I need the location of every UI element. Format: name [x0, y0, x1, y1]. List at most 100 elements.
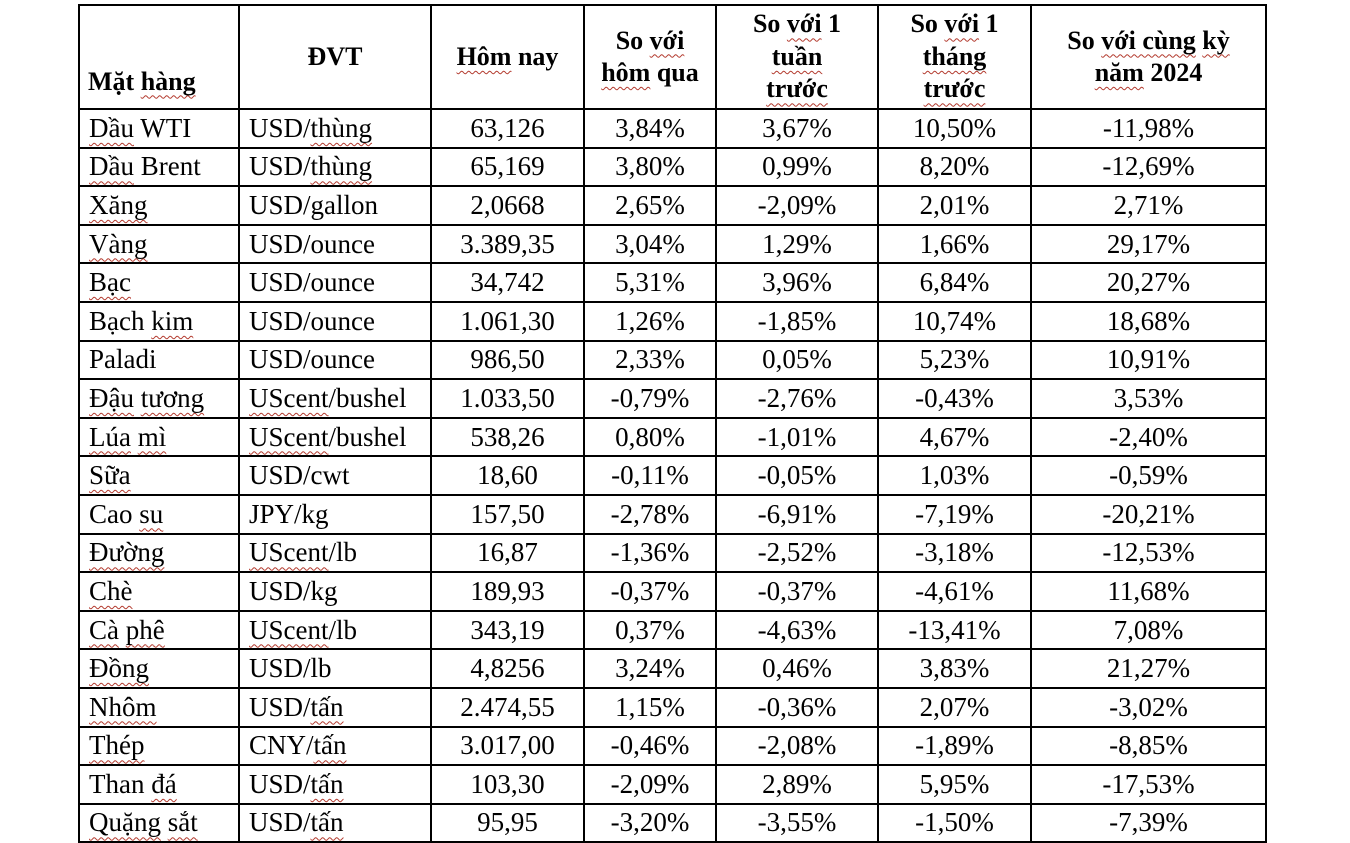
vs-2024-cell: 21,27%: [1030, 648, 1267, 689]
vs-month-cell: 8,20%: [877, 146, 1032, 188]
vs-2024-cell: 20,27%: [1030, 262, 1267, 303]
text-segment: USD/ounce: [249, 305, 375, 336]
spellcheck-flagged-text: trước: [766, 74, 828, 104]
spellcheck-flagged-text: tương: [140, 382, 205, 413]
today-cell: 18,60: [430, 455, 585, 496]
vs-month-cell: -4,61%: [877, 571, 1032, 612]
spellcheck-flagged-text: Nhôm: [89, 691, 157, 722]
vs-2024-cell: -8,85%: [1030, 725, 1267, 767]
unit-cell: USD/tấn: [238, 686, 432, 728]
text-segment: Paladi: [89, 344, 157, 375]
spellcheck-flagged-text: Thép: [89, 730, 145, 761]
vs-2024-cell: -3,02%: [1030, 686, 1267, 728]
commodity-name-cell: Đường: [78, 532, 240, 574]
vs-yesterday-cell: -1,36%: [583, 532, 717, 574]
today-cell: 343,19: [430, 609, 585, 651]
today-cell: 189,93: [430, 571, 585, 612]
vs-week-cell: 1,29%: [715, 223, 879, 265]
vs-2024-cell: 3,53%: [1030, 378, 1267, 419]
text-segment: Mặt: [88, 66, 141, 96]
column-header-vs-yesterday: So với hôm qua: [583, 4, 717, 110]
table-row: Bạch kim USD/ounce 1.061,30 1,26% -1,85% 10,7…: [78, 300, 1267, 342]
unit-cell: USD/tấn: [238, 802, 432, 843]
commodity-name-cell: Cà phê: [78, 609, 240, 651]
unit-cell: USD/lb: [238, 648, 432, 689]
today-cell: 65,169: [430, 146, 585, 188]
spellcheck-flagged-text: sắt: [167, 807, 198, 838]
text-segment: Brent: [133, 151, 201, 182]
vs-week-cell: -4,63%: [715, 609, 879, 651]
spellcheck-flagged-text: với: [649, 25, 685, 55]
spellcheck-flagged-text: hôm: [601, 58, 651, 87]
vs-2024-cell: 7,08%: [1030, 609, 1267, 651]
commodity-name-cell: Quặng sắt: [78, 802, 240, 843]
text-segment: 2024: [1143, 58, 1203, 87]
unit-cell: USD/thùng: [238, 108, 432, 149]
table-row: Sữa USD/cwt 18,60 -0,11% -0,05% 1,03% -0,59%: [78, 455, 1267, 496]
vs-yesterday-cell: 2,33%: [583, 339, 717, 381]
vs-yesterday-cell: 0,37%: [583, 609, 717, 651]
column-header-vs-month: So với 1 tháng trước: [877, 4, 1032, 110]
table-row: Xăng USD/gallon 2,0668 2,65% -2,09% 2,01% 2,71…: [78, 185, 1267, 226]
vs-month-cell: -3,18%: [877, 532, 1032, 574]
vs-week-cell: -0,05%: [715, 455, 879, 496]
text-segment: JPY/kg: [249, 498, 329, 529]
vs-week-cell: 0,99%: [715, 146, 879, 188]
commodity-name-cell: Than đá: [78, 764, 240, 805]
unit-cell: USD/thùng: [238, 146, 432, 188]
unit-cell: USD/cwt: [238, 455, 432, 496]
vs-month-cell: 10,50%: [877, 108, 1032, 149]
text-segment: USD/: [249, 807, 311, 838]
spellcheck-flagged-text: Quặng: [89, 807, 161, 838]
text-segment: USD/ounce: [249, 228, 375, 259]
table-row: Than đá USD/tấn 103,30 -2,09% 2,89% 5,95% -17,…: [78, 764, 1267, 805]
vs-week-cell: 0,05%: [715, 339, 879, 381]
vs-month-cell: -7,19%: [877, 493, 1032, 535]
text-segment: USD/cwt: [249, 460, 350, 491]
spellcheck-flagged-text: kim: [151, 305, 194, 336]
spellcheck-flagged-text: UScent: [249, 614, 329, 645]
spellcheck-flagged-text: năm: [1094, 58, 1144, 87]
vs-week-cell: 2,89%: [715, 764, 879, 805]
spellcheck-flagged-text: với cùng: [1101, 25, 1196, 55]
today-cell: 103,30: [430, 764, 585, 805]
text-segment: /lb: [328, 614, 357, 645]
spellcheck-flagged-text: thùng: [310, 151, 373, 182]
text-segment: So: [615, 25, 650, 55]
vs-yesterday-cell: 2,65%: [583, 185, 717, 226]
spellcheck-flagged-text: Chè: [89, 575, 133, 606]
vs-month-cell: -13,41%: [877, 609, 1032, 651]
table-row: Nhôm USD/tấn 2.474,55 1,15% -0,36% 2,07% -3,02…: [78, 686, 1267, 728]
vs-week-cell: -2,76%: [715, 378, 879, 419]
today-cell: 2,0668: [430, 185, 585, 226]
vs-2024-cell: -17,53%: [1030, 764, 1267, 805]
vs-month-cell: 2,01%: [877, 185, 1032, 226]
vs-yesterday-cell: -3,20%: [583, 802, 717, 843]
vs-week-cell: 0,46%: [715, 648, 879, 689]
table-row: Paladi USD/ounce 986,50 2,33% 0,05% 5,23% 10,9…: [78, 339, 1267, 381]
today-cell: 34,742: [430, 262, 585, 303]
table-row: Chè USD/kg 189,93 -0,37% -0,37% -4,61% 11,68%: [78, 571, 1267, 612]
commodity-name-cell: Bạch kim: [78, 300, 240, 342]
vs-yesterday-cell: 1,26%: [583, 300, 717, 342]
unit-cell: USD/ounce: [238, 339, 432, 381]
today-cell: 538,26: [430, 416, 585, 458]
commodity-name-cell: Đồng: [78, 648, 240, 689]
vs-2024-cell: 11,68%: [1030, 571, 1267, 612]
text-segment: USD/ounce: [249, 344, 375, 375]
vs-2024-cell: 29,17%: [1030, 223, 1267, 265]
unit-cell: USD/gallon: [238, 185, 432, 226]
vs-week-cell: -1,85%: [715, 300, 879, 342]
vs-2024-cell: 2,71%: [1030, 185, 1267, 226]
text-segment: qua: [650, 58, 699, 87]
commodity-name-cell: Nhôm: [78, 686, 240, 728]
spellcheck-flagged-text: Dầu: [89, 112, 134, 143]
spellcheck-flagged-text: thùng: [310, 112, 373, 143]
today-cell: 3.017,00: [430, 725, 585, 767]
today-cell: 4,8256: [430, 648, 585, 689]
column-header-name: Mặt hàng: [78, 4, 240, 110]
